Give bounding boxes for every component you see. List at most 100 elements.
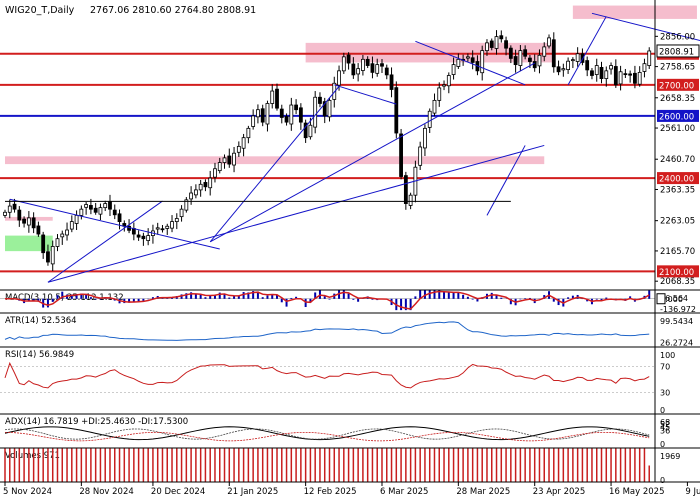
candle-body-33 — [160, 228, 165, 231]
candle-body-45 — [217, 162, 222, 172]
candle-body-48 — [232, 152, 236, 166]
candle-body-78 — [375, 64, 380, 74]
candle-body-84 — [403, 175, 408, 204]
candle-body-43 — [208, 177, 213, 189]
time-tick-label-9: 9 Jun 2025 — [685, 487, 700, 497]
price-tick-label-4: 2460.70 — [660, 155, 695, 165]
level-tag-label-4: 2100.00 — [659, 268, 694, 278]
candle-body-80 — [384, 67, 389, 76]
candle-body-110 — [528, 57, 532, 62]
level-tag-4 — [657, 265, 699, 278]
candle-body-51 — [246, 127, 251, 139]
candle-body-47 — [227, 155, 232, 165]
level-tag-label-3: 2400.00 — [659, 175, 694, 185]
candle-body-94 — [451, 64, 456, 75]
candle-body-14 — [69, 221, 74, 230]
candle-body-60 — [289, 104, 294, 125]
macd-zero-tag — [656, 293, 666, 305]
candle-body-102 — [489, 40, 494, 48]
rsi-line — [4, 361, 650, 389]
candle-body-88 — [423, 127, 427, 149]
candle-body-85 — [408, 194, 413, 206]
trendline-2 — [47, 144, 545, 283]
candle-body-46 — [222, 157, 227, 163]
candle-body-55 — [265, 103, 270, 125]
candle-body-106 — [508, 47, 513, 59]
candle-body-56 — [270, 90, 275, 104]
candle-body-29 — [141, 235, 146, 240]
candle-body-12 — [60, 233, 65, 238]
candle-body-98 — [470, 57, 475, 63]
price-tick-label-5: 2363.35 — [660, 185, 695, 195]
level-tag-2 — [657, 109, 699, 122]
candle-body-20 — [98, 207, 103, 215]
candle-body-90 — [432, 99, 437, 114]
candle-body-2 — [12, 203, 17, 210]
volume-label: Volumes 971 — [5, 451, 60, 461]
candle-body-10 — [50, 246, 55, 265]
candle-body-91 — [437, 87, 442, 101]
candle-body-132 — [633, 72, 637, 84]
volume-tick-1: 0 — [660, 476, 665, 485]
candle-body-95 — [456, 58, 461, 67]
candle-body-24 — [117, 213, 122, 223]
candle-body-130 — [623, 73, 628, 76]
candle-body-111 — [532, 61, 537, 69]
candle-body-59 — [284, 116, 289, 123]
time-tick-label-3: 21 Jan 2025 — [227, 487, 278, 497]
candle-body-117 — [561, 68, 566, 71]
trendline-9 — [591, 12, 700, 41]
candle-body-42 — [203, 182, 208, 188]
time-axis: 5 Nov 2024 28 Nov 2024 20 Dec 2024 21 Jan 2… — [3, 482, 700, 497]
trendline-3 — [209, 86, 340, 243]
candle-body-126 — [604, 70, 609, 80]
candle-body-19 — [93, 207, 98, 213]
candle-body-53 — [256, 109, 260, 118]
adx-tick-2: 45 — [660, 423, 670, 432]
candle-body-13 — [65, 229, 69, 236]
candle-body-109 — [523, 49, 528, 57]
candle-body-34 — [165, 225, 170, 229]
atr-tick-1: 26.2724 — [660, 339, 693, 348]
level-tag-1 — [657, 78, 699, 91]
candle-body-103 — [494, 36, 499, 49]
candle-body-131 — [628, 73, 633, 76]
candle-body-63 — [303, 122, 308, 139]
level-tag-label-2: 2600.00 — [659, 112, 694, 122]
candle-body-3 — [17, 209, 22, 221]
plus-di-line — [4, 428, 650, 440]
time-tick-label-6: 28 Mar 2025 — [456, 487, 510, 497]
candle-body-41 — [198, 183, 203, 191]
price-zone-1 — [572, 5, 697, 19]
candle-body-124 — [594, 65, 599, 75]
candle-body-68 — [327, 99, 332, 118]
candle-body-129 — [618, 71, 623, 85]
adx-label: ADX(14) 16.7819 +DI:25.4630 -DI:17.5300 — [5, 417, 188, 427]
candle-body-104 — [499, 35, 504, 40]
macd-tick-0: 96.564 — [660, 294, 688, 303]
price-tick-label-2: 2658.35 — [660, 94, 695, 104]
candle-body-120 — [575, 53, 580, 62]
candle-body-22 — [108, 201, 112, 210]
candle-body-87 — [418, 146, 423, 166]
candle-body-89 — [427, 110, 432, 128]
candle-body-8 — [41, 234, 46, 254]
candle-body-44 — [213, 168, 217, 178]
rsi-tick-2: 30 — [660, 389, 670, 398]
candle-body-134 — [642, 63, 647, 72]
price-tick-label-1: 2758.65 — [660, 63, 695, 73]
ohlc-header: 2767.06 2810.60 2764.80 2808.91 — [90, 5, 256, 16]
candle-body-52 — [251, 115, 256, 127]
candle-body-71 — [341, 56, 346, 72]
candle-body-23 — [112, 209, 117, 216]
candle-body-82 — [394, 87, 399, 134]
candle-body-6 — [31, 217, 36, 229]
candle-body-61 — [294, 104, 298, 111]
candle-body-5 — [26, 217, 31, 226]
macd-label: MACD(3,10,5) 25.112 1.132 — [5, 293, 124, 303]
candle-body-17 — [84, 204, 89, 208]
candle-body-65 — [313, 96, 318, 128]
rsi-label: RSI(14) 56.9849 — [5, 350, 74, 360]
